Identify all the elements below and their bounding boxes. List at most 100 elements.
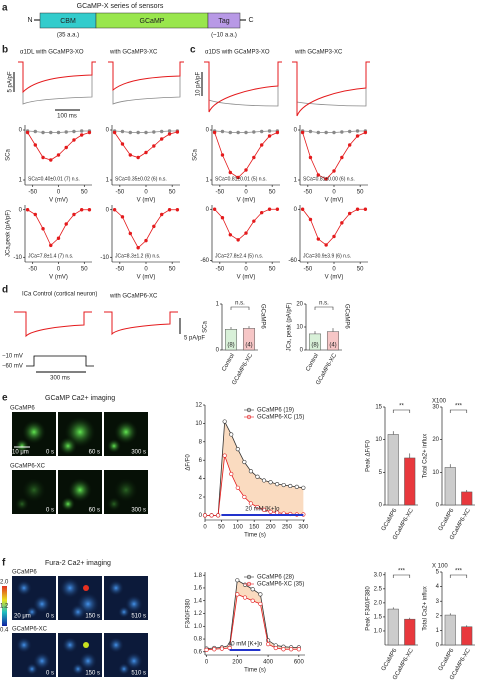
row-label: GCaMP6-XC xyxy=(10,464,46,470)
point xyxy=(64,130,68,134)
cell xyxy=(70,604,86,620)
y-tick-label: 1.5 xyxy=(374,615,383,621)
point xyxy=(288,483,293,489)
point xyxy=(112,208,117,212)
point xyxy=(120,129,125,134)
series-line xyxy=(302,208,366,246)
cell xyxy=(79,652,97,670)
point xyxy=(136,130,140,135)
point xyxy=(41,155,45,160)
y-tick-label: 2.5 xyxy=(374,586,383,592)
cell xyxy=(118,606,130,618)
cell xyxy=(62,637,78,653)
cell xyxy=(114,478,138,502)
note: GCaMP6 xyxy=(259,304,265,329)
point xyxy=(79,129,84,133)
x-tick-label: Control xyxy=(221,353,236,373)
point xyxy=(265,642,271,647)
point xyxy=(87,208,92,212)
point xyxy=(255,474,260,479)
y-tick-label: 0 xyxy=(199,513,203,519)
scale-label: 20 μm xyxy=(14,614,31,620)
y-tick-label: 1 xyxy=(216,302,220,308)
trace-title: ICa Control (cortical neuron) xyxy=(22,292,97,298)
point xyxy=(229,432,234,437)
point xyxy=(175,208,180,212)
point xyxy=(204,647,209,652)
domain-label: GCaMP xyxy=(140,18,165,25)
colorbar-label: 2.0 xyxy=(0,580,9,586)
point xyxy=(300,207,305,211)
time-label: 0 s xyxy=(46,614,54,620)
bar xyxy=(461,491,473,506)
panel-label: b xyxy=(2,45,8,56)
voltage-label: −60 mV xyxy=(2,364,23,370)
time-label: 0 s xyxy=(46,671,54,677)
scale-label: 300 ms xyxy=(50,376,70,382)
point xyxy=(72,129,76,134)
point xyxy=(244,168,248,172)
significance-label: n.s. xyxy=(235,301,245,307)
point xyxy=(267,207,272,211)
series-line xyxy=(205,420,304,516)
x-tick-label: -50 xyxy=(216,190,225,196)
x-tick-label: 50 xyxy=(269,190,276,196)
y-tick-label: 0 xyxy=(19,207,23,213)
point xyxy=(220,216,225,220)
cell xyxy=(26,663,38,675)
x-tick-label: 50 xyxy=(81,190,88,196)
y-tick-label: 0.6 xyxy=(194,649,203,655)
x-tick-label: 50 xyxy=(357,190,364,196)
y-axis-label: SCa xyxy=(6,149,12,161)
y-tick-label: 6 xyxy=(199,458,203,464)
point xyxy=(112,130,117,135)
cell xyxy=(58,436,78,456)
difference-area xyxy=(205,421,304,516)
domain-label: Tag xyxy=(218,18,229,25)
x-axis-label: V (mV) xyxy=(137,198,156,204)
point xyxy=(56,236,61,240)
x-axis-label: V (mV) xyxy=(325,275,344,281)
point xyxy=(72,212,76,217)
point xyxy=(235,485,240,490)
trace xyxy=(104,311,178,336)
significance-bracket xyxy=(230,306,250,310)
y-tick-label: 10 xyxy=(296,325,303,331)
y-tick-label: 1 xyxy=(106,178,110,184)
annotation: JCa=30.9±3.9 (6) n.s. xyxy=(303,253,351,259)
time-label: 0 s xyxy=(46,450,54,456)
bar xyxy=(387,434,399,506)
colorbar-label: 0.4 xyxy=(0,628,9,634)
point xyxy=(308,217,313,222)
x-tick-label: 400 xyxy=(263,660,274,666)
point xyxy=(296,647,301,652)
x-tick-label: 0 xyxy=(244,267,248,273)
point xyxy=(144,238,148,243)
point xyxy=(128,231,133,236)
x-tick-label: 0 xyxy=(244,190,248,196)
point xyxy=(252,219,256,223)
note: GCaMP6 xyxy=(343,304,349,329)
difference-area xyxy=(206,580,299,650)
cell xyxy=(22,420,46,444)
point xyxy=(49,158,53,162)
bar xyxy=(404,618,416,646)
point xyxy=(268,509,273,514)
trace-title: with GCaMP6-XC xyxy=(109,294,158,300)
y-tick-label: 1 xyxy=(19,178,23,184)
significance-label: ** xyxy=(399,404,404,410)
point xyxy=(228,130,233,135)
n-label: (4) xyxy=(329,343,336,349)
point xyxy=(212,207,217,211)
point xyxy=(33,212,38,217)
time-label: 510 s xyxy=(131,671,146,677)
time-label: 0 s xyxy=(46,508,54,514)
point xyxy=(244,130,248,135)
x-tick-label: 0 xyxy=(57,267,61,273)
bar xyxy=(404,457,416,506)
time-label: 300 s xyxy=(131,450,146,456)
y-tick-label: 20 xyxy=(432,437,439,443)
x-tick-label: 0 xyxy=(332,190,336,196)
point xyxy=(152,130,156,134)
y-tick-label: 1.4 xyxy=(194,598,203,604)
